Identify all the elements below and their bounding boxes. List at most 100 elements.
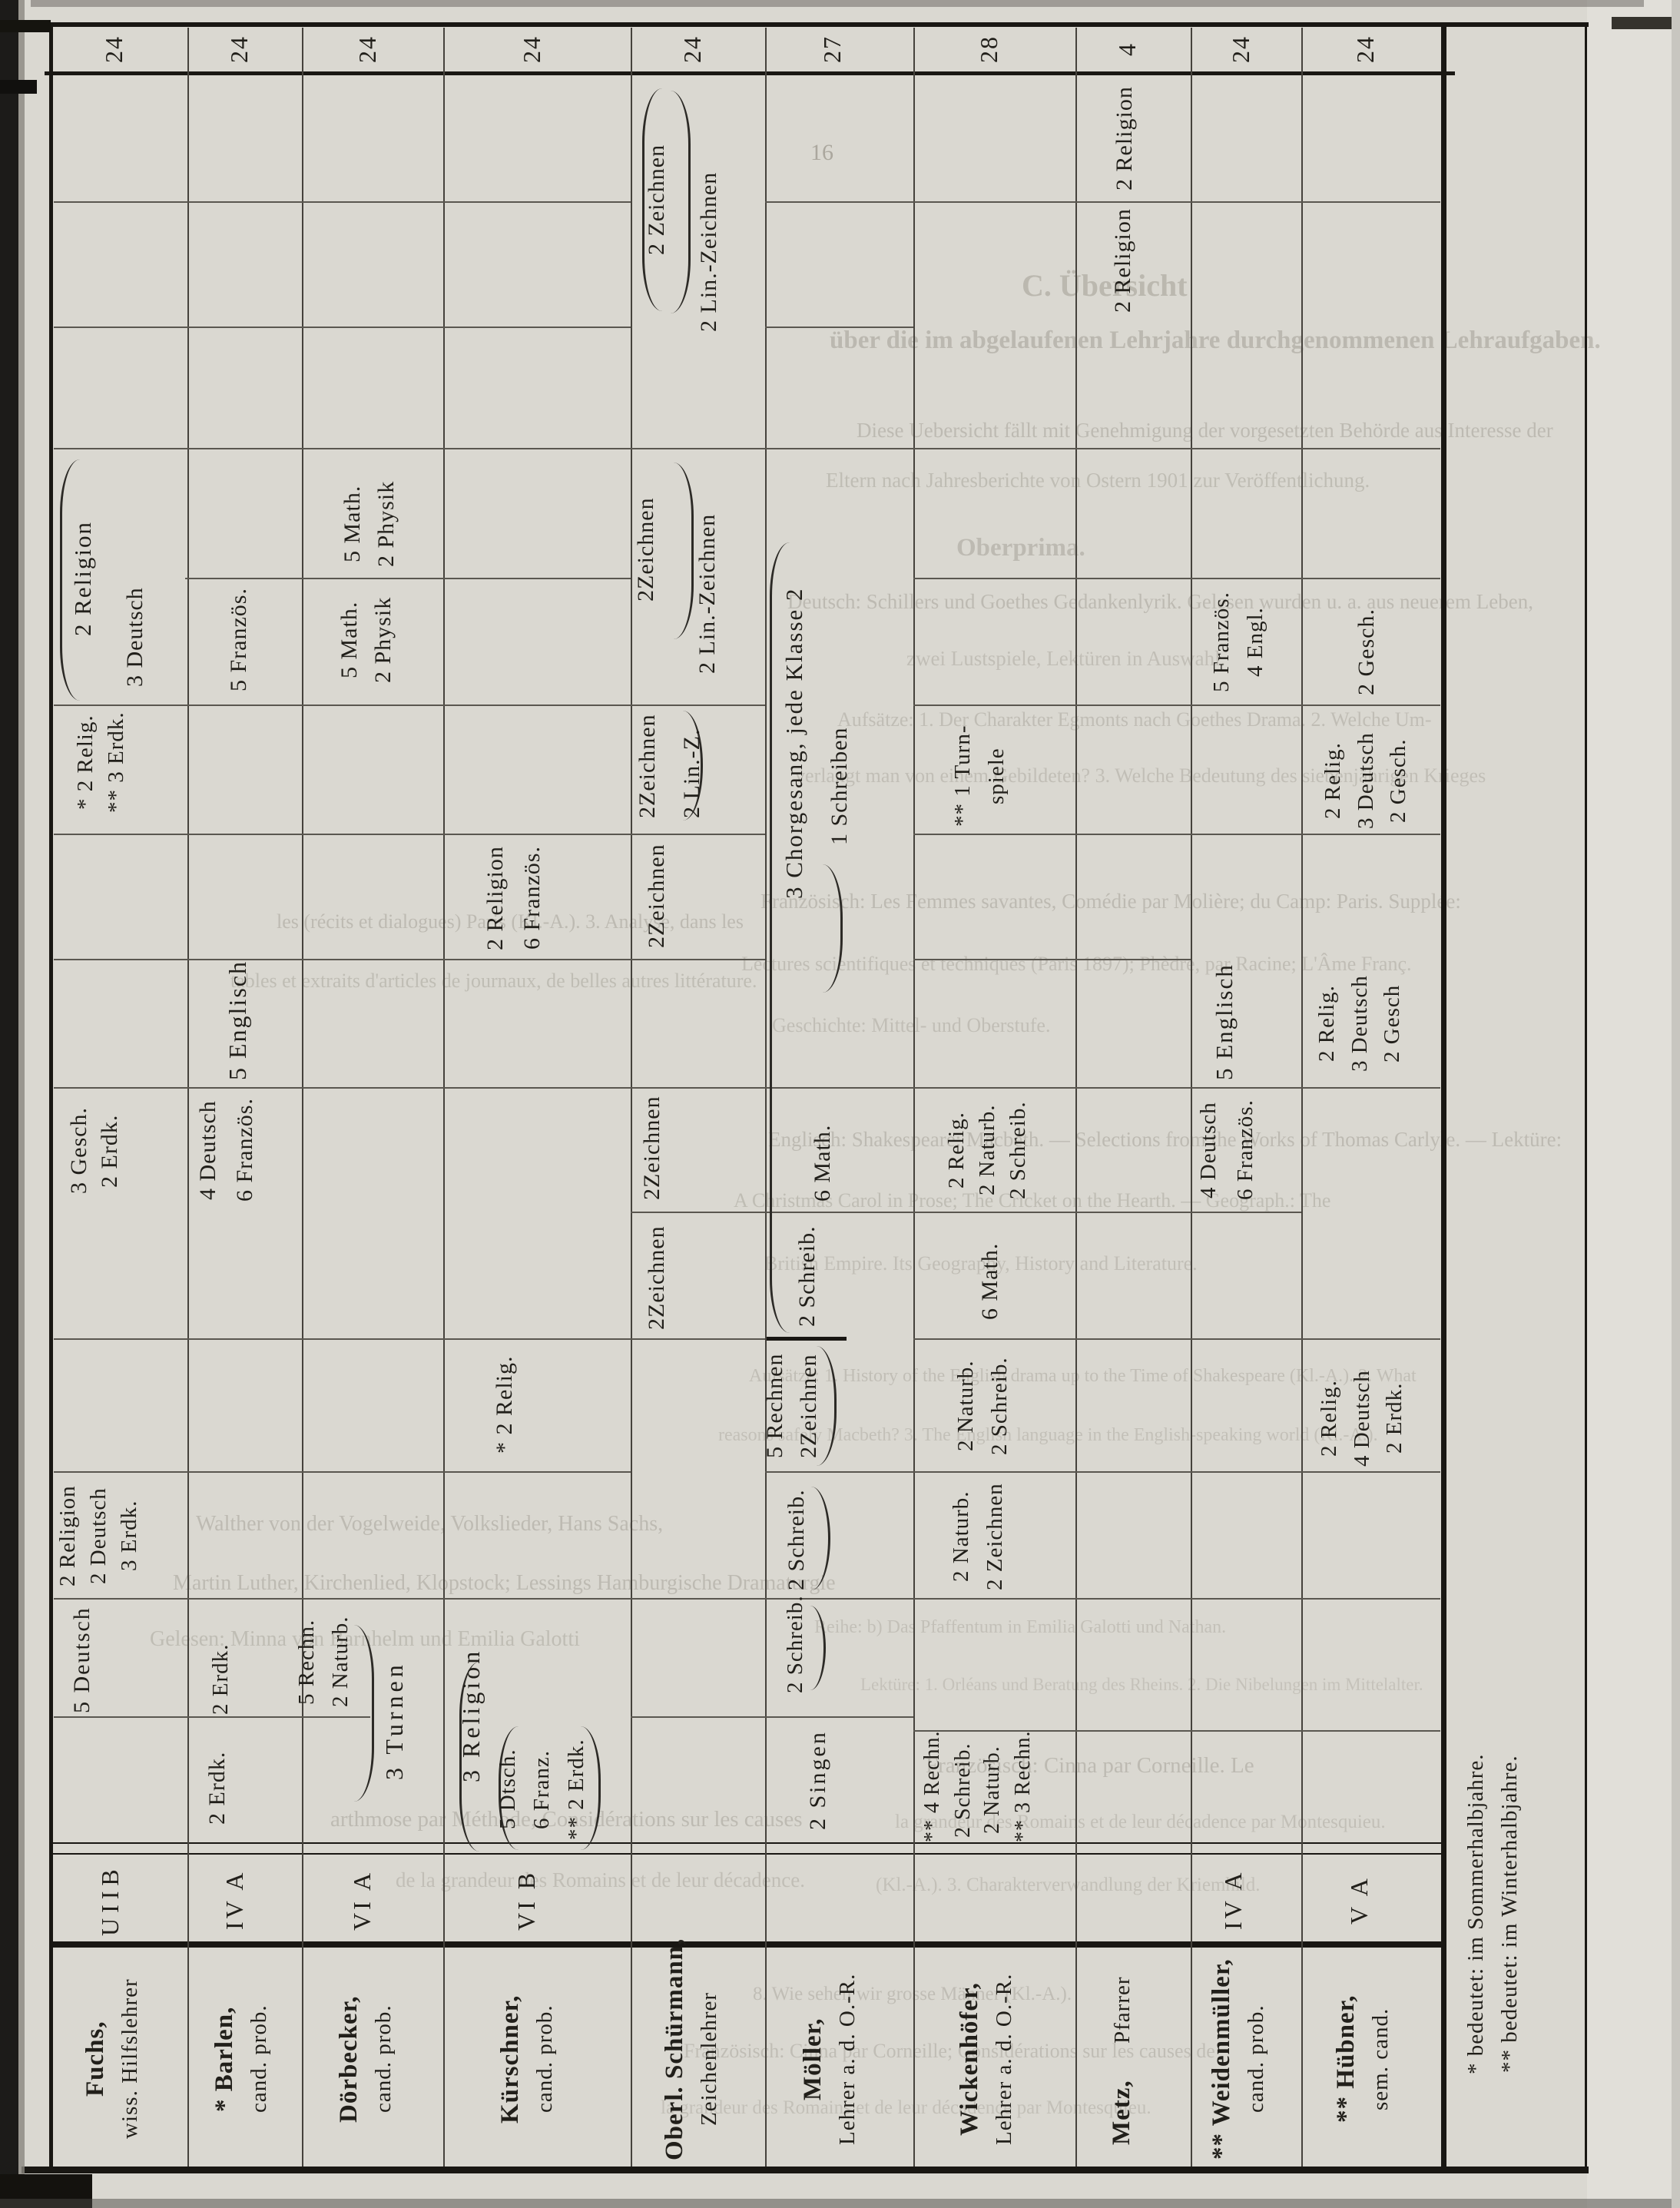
bleed-through-text: Diese Uebersicht fällt mit Genehmigung d… [857,419,1553,442]
bleed-through-text: Französisch: Les Femmes savantes, Comédi… [760,890,1461,913]
teacher-name-line: cand. prob. [532,2004,558,2114]
subject-line-col10: 3 Deutsch [1354,732,1379,829]
bleed-through-text: über die im abgelaufenen Lehrjahre durch… [830,327,1601,354]
bleed-through-text: Martin Luther, Kirchenlied, Klopstock; L… [173,1571,836,1595]
column-divider [631,28,632,2167]
subject-line-col5: 2 Lin.-Z. [679,728,705,818]
subject-line-col7: ** 3 Rechn. [1010,1730,1035,1842]
subject-line-col4: * 2 Relig. [492,1355,518,1454]
bleed-through-text: Eltern nach Jahresberichte von Ostern 19… [826,469,1370,492]
subject-line-col2: 4 Deutsch [195,1100,221,1200]
cell-bracket [816,1346,837,1466]
subject-line-col1: 2 Religion [68,520,96,637]
class-label: UIIB [95,1864,124,1936]
hours-cell: 24 [99,35,128,63]
column-divider [302,28,303,2167]
subject-line-col3: 5 Rechn. [294,1619,320,1705]
bleed-through-text: les (récits et dialogues) Paris (Kl.-A.)… [277,910,744,933]
class-label: V A [1344,1875,1373,1925]
hours-cell: 24 [1350,35,1379,63]
bleed-through-text: la grandeur des Romains et de leur décad… [895,1812,1386,1832]
table-rule [765,1337,847,1341]
scan-artifact [31,0,1644,7]
subject-line-col6: 5 Rechnen [762,1353,788,1459]
bleed-through-text: Walther von der Vogelweide, Volkslieder,… [196,1512,664,1536]
subject-line-col3: 5 Math. [336,601,363,679]
subject-line-col7: ** 4 Rechn. [920,1730,944,1842]
band-divider [54,1598,1440,1600]
scan-artifact [0,2199,1680,2208]
hours-cell: 24 [517,35,545,63]
subject-line-col7: 2 Naturb. [953,1360,979,1452]
band-divider [54,1338,765,1340]
subject-line-col1: 3 Erdk. [117,1500,142,1572]
bleed-through-text: la grandeur des Romains et de leur décad… [661,2097,1151,2118]
teacher-name-line: ** Weidenmüller, [1208,1958,1236,2160]
subject-line-col3: 2 Naturb. [328,1616,353,1708]
subject-line-col1: 3 Gesch. [66,1107,92,1195]
table-rule [22,2167,1589,2173]
cell-bracket [353,1625,374,1802]
hours-cell: 4 [1112,42,1141,56]
band-divider [913,1338,1440,1340]
teacher-name-line: Dörbecker, [335,1995,363,2123]
cell-bracket [459,1662,480,1852]
subject-line-col10: 2 Gesch. [1386,738,1411,823]
footnote-line: ** bedeutet: im Winterhalbjahre. [1497,1755,1523,2074]
bleed-through-text: tables et extraits d'articles de journau… [230,970,757,992]
subject-line-col9: 5 Englisch [1210,963,1238,1080]
class-label: IV A [220,1869,248,1931]
subject-line-col7: ** 1 Turn- [950,724,976,827]
class-label: IV A [1218,1869,1247,1931]
cell-bracket [805,1606,826,1690]
bleed-through-text: Aufsätze: 1. Der Charakter Egmonts nach … [837,708,1432,731]
table-rule [51,1853,1443,1855]
subject-line-col5: 2 Lin.-Zeichnen [694,513,721,674]
teacher-name-line: * Barlen, [210,2006,239,2112]
column-divider [913,28,915,2167]
bleed-through-text: 8. Wie sehen wir grosse Männer (Kl.-A.). [753,1984,1072,2004]
cell-bracket [60,459,81,701]
subject-line-col7: 2 Relig. [944,1112,969,1189]
teacher-name-line: Lehrer a. d. O.-R. [835,1973,860,2145]
subject-line-col9: 5 Französ. [1209,592,1234,693]
teacher-name-line: wiss. Hilfslehrer [118,1978,143,2140]
subject-line-col4: 5 Dtsch. [495,1749,521,1830]
teacher-name-line: Kürschner, [496,1994,525,2123]
subject-line-col5: 2Zeichnen [644,1225,670,1330]
subject-line-col7: 2 Schreib. [987,1357,1012,1455]
teacher-name-line: ** Hübner, [1332,1994,1360,2123]
subject-line-col1: 2 Erdk. [97,1114,123,1188]
bleed-through-text: verlangt man von einem Gebildeten? 3. We… [795,764,1486,787]
hours-cell: 28 [974,35,1002,63]
band-divider [631,1212,1301,1213]
bleed-through-text: Geschichte: Mittel- und Oberstufe. [772,1014,1051,1036]
subject-line-col7: spiele [984,748,1009,804]
subject-line-col6: 2Zeichnen [796,1354,822,1458]
class-label: VI B [512,1869,540,1931]
bleed-through-text: Reihe: b) Das Pfaffentum in Emilia Galot… [814,1617,1227,1637]
scan-artifact [0,0,18,2208]
cell-bracket [499,1726,519,1850]
cell-bracket [580,1726,601,1850]
subject-line-col10: 2 Relig. [1314,985,1340,1063]
hours-cell: 24 [224,35,253,63]
band-divider [913,959,1191,960]
subject-line-col3: 5 Math. [340,485,366,563]
bleed-through-text: A Christmas Carol in Prose; The Cricket … [734,1189,1331,1212]
subject-line-col5: 2Zeichnen [635,714,661,819]
subject-line-col6: 3 Chorgesang, jede Klasse 2 [780,587,807,899]
bleed-through-text: Oberprima. [956,534,1085,562]
bleed-through-text: arthmose par Méthode, Considérations sur… [330,1807,803,1832]
band-divider [54,705,765,706]
band-divider [913,578,1440,579]
footnote-line: * bedeutet: im Sommerhalbjahre. [1463,1753,1489,2075]
subject-line-col5: 2Zeichnen [639,1096,665,1200]
subject-line-col10: 3 Deutsch [1347,975,1373,1073]
band-divider [185,578,631,579]
band-divider [913,1730,1440,1732]
band-divider [54,959,765,960]
band-divider [765,201,1440,203]
band-divider [54,448,1440,449]
subject-line-col4: 6 Franz. [529,1749,555,1829]
